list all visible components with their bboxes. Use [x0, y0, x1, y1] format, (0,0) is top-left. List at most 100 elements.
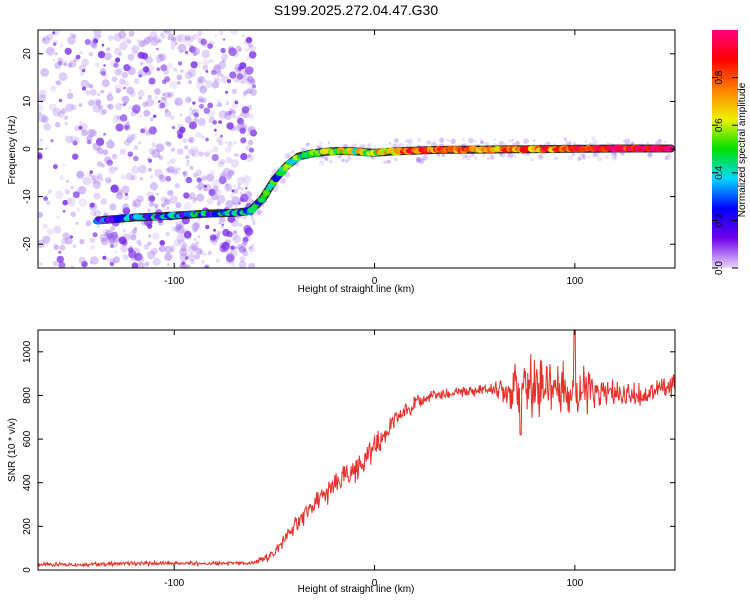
noise-blob: [180, 69, 184, 73]
noise-blob: [141, 39, 149, 47]
noise-blob: [195, 80, 205, 90]
noise-blob: [103, 64, 106, 67]
noise-blob: [205, 137, 209, 142]
noise-blob: [156, 67, 161, 71]
noise-blob: [41, 115, 49, 124]
noise-blob: [229, 30, 238, 35]
noise-blob: [663, 141, 667, 144]
noise-blob: [183, 202, 192, 211]
noise-blob: [200, 98, 205, 104]
noise-blob: [193, 112, 199, 118]
noise-blob: [192, 200, 196, 204]
noise-blob: [202, 58, 210, 67]
noise-blob: [241, 137, 246, 142]
noise-blob: [156, 193, 159, 196]
noise-blob: [62, 232, 70, 240]
noise-blob: [53, 225, 62, 234]
noise-blob: [224, 183, 233, 192]
noise-blob: [342, 158, 346, 162]
noise-blob: [188, 196, 193, 201]
noise-blob: [238, 223, 243, 228]
noise-blob: [130, 133, 137, 140]
noise-blob: [214, 64, 221, 71]
noise-blob: [657, 139, 663, 144]
noise-blob: [68, 89, 72, 92]
noise-blob: [196, 60, 202, 66]
noise-blob: [214, 79, 218, 83]
noise-blob: [212, 146, 219, 153]
noise-blob: [89, 84, 94, 89]
noise-blob: [42, 223, 48, 229]
noise-blob: [195, 247, 203, 255]
noise-blob: [197, 235, 201, 239]
noise-blob: [166, 62, 173, 70]
noise-blob: [59, 175, 64, 180]
noise-blob: [515, 140, 520, 146]
noise-blob: [164, 140, 169, 146]
noise-blob: [533, 139, 536, 142]
noise-blob: [128, 30, 135, 37]
noise-blob: [137, 51, 145, 59]
noise-blob: [75, 54, 81, 60]
noise-blob: [76, 171, 85, 180]
noise-blob: [137, 141, 142, 145]
noise-blob: [226, 253, 235, 263]
noise-blob: [107, 103, 114, 110]
noise-blob: [63, 115, 69, 121]
noise-blob: [175, 221, 179, 225]
noise-blob: [194, 254, 200, 260]
noise-blob: [280, 177, 286, 184]
noise-blob: [218, 110, 227, 119]
noise-blob: [546, 141, 550, 145]
noise-blob: [230, 111, 233, 115]
noise-blob: [164, 245, 173, 254]
noise-blob: [127, 151, 134, 157]
noise-blob: [148, 147, 155, 155]
noise-blob: [107, 179, 112, 183]
noise-blob: [169, 115, 175, 121]
noise-blob: [160, 33, 166, 40]
noise-blob: [241, 106, 250, 114]
noise-blob: [90, 89, 97, 96]
noise-blob: [185, 155, 190, 160]
noise-blob: [664, 156, 668, 160]
noise-blob: [38, 94, 47, 102]
noise-blob: [386, 159, 391, 164]
noise-blob: [222, 167, 231, 177]
noise-blob: [44, 146, 49, 151]
noise-blob: [106, 103, 111, 109]
noise-blob: [389, 142, 392, 145]
noise-blob: [225, 185, 230, 190]
noise-blob: [170, 245, 176, 251]
noise-blob: [97, 50, 106, 59]
noise-blob: [101, 79, 110, 88]
noise-blob: [236, 122, 246, 131]
noise-blob: [90, 40, 97, 48]
noise-blob: [249, 129, 257, 137]
noise-blob: [52, 108, 61, 117]
noise-blob: [164, 108, 169, 113]
noise-blob: [148, 72, 152, 76]
noise-blob: [167, 166, 175, 174]
noise-blob: [69, 235, 73, 239]
noise-blob: [206, 198, 214, 205]
noise-blob: [573, 141, 577, 146]
noise-blob: [109, 138, 113, 142]
noise-blob: [220, 73, 224, 78]
noise-blob: [117, 67, 124, 75]
noise-blob: [415, 159, 420, 164]
noise-blob: [169, 80, 178, 90]
noise-blob: [90, 210, 97, 217]
noise-blob: [187, 115, 191, 119]
noise-blob: [191, 245, 198, 252]
noise-blob: [56, 215, 60, 220]
noise-blob: [168, 142, 172, 146]
noise-blob: [211, 192, 219, 201]
noise-blob: [246, 78, 254, 86]
noise-blob: [647, 151, 654, 158]
noise-blob: [257, 209, 263, 215]
noise-blob: [216, 201, 221, 207]
noise-blob: [64, 189, 70, 195]
noise-blob: [201, 97, 207, 103]
noise-blob: [208, 234, 212, 238]
